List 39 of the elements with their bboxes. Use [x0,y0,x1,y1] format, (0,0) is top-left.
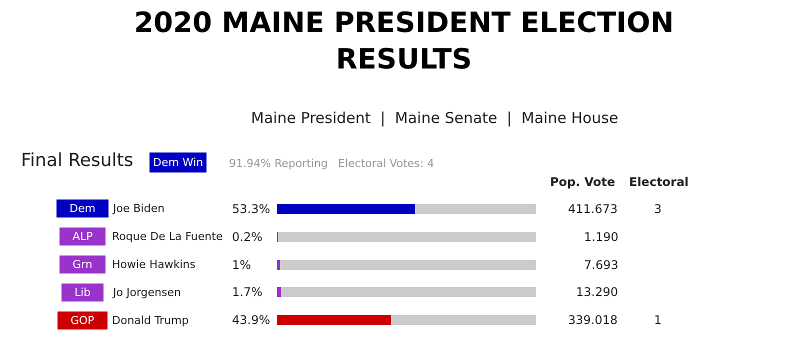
bar [280,260,536,270]
y-tick-label: Jo Jorgensen [112,286,181,299]
data-label: 43.9% [232,313,270,327]
text: Lib [64,286,102,299]
text: Electoral Votes: 4 [338,157,434,170]
bar [278,232,536,242]
bar [391,315,536,325]
text: Grn [62,258,103,271]
chart-subtitle: Maine President | Maine Senate | Maine House [251,109,618,127]
chart-title: 2020 MAINE PRESIDENT ELECTION RESULTS [134,6,674,76]
y-tick-label: Roque De La Fuente [112,230,223,243]
text: Final Results [21,150,134,171]
text: 91.94% Reporting [229,157,328,170]
text: 3 [654,202,662,216]
text: 7.693 [584,258,618,272]
text: Dem Win [153,156,204,169]
bar [277,204,415,214]
text: Electoral [629,175,689,189]
bar [277,260,280,270]
y-tick-label: Howie Hawkins [112,258,196,271]
data-label: 1.7% [232,285,262,299]
text: ALP [62,230,104,243]
bar [415,204,536,214]
bar [277,287,281,297]
text: 1.190 [584,230,618,244]
bar [281,287,536,297]
text: 339.018 [568,313,618,327]
data-label: 53.3% [232,202,270,216]
text: 13.290 [576,285,618,299]
bar [277,315,391,325]
text: Pop. Vote [550,175,616,189]
y-tick-label: Joe Biden [112,202,165,215]
text: 1 [654,313,662,327]
text: 411.673 [568,202,618,216]
y-tick-label: Donald Trump [112,314,189,327]
text: GOP [60,314,105,327]
data-label: 0.2% [232,230,262,244]
text: Dem [59,202,106,215]
data-label: 1% [232,258,252,272]
